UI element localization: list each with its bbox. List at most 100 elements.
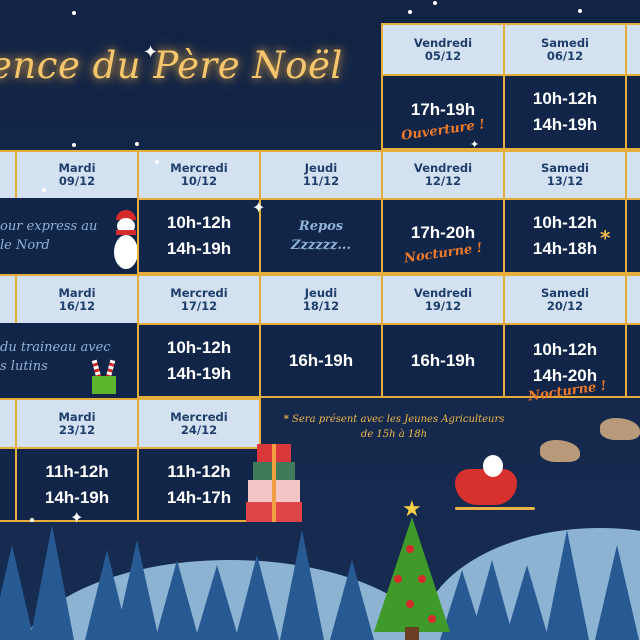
sparkle-icon: ✦ (470, 138, 480, 151)
hours-line: 14h-18h (532, 239, 598, 258)
sparkle-icon: ✦ (70, 508, 84, 527)
hours-cell-24-12: 11h-12h 14h-17h (137, 447, 261, 522)
day-header-samedi-20: Samedi 20/12 (503, 274, 627, 325)
hours-line: 16h-19h (288, 350, 354, 370)
hours-line: 17h-19h (410, 99, 476, 119)
day-date: 23/12 (58, 422, 96, 437)
elf-legs-icon (86, 359, 122, 396)
asterisk-marker-icon: * (283, 414, 289, 425)
day-name: Jeudi (304, 285, 338, 300)
event-text-line: our express au (0, 219, 98, 234)
hours-cell-10-12: 10h-12h 14h-19h (137, 198, 261, 274)
footnote-line-2: de 15h à 18h (360, 429, 428, 440)
snow-dot (30, 518, 34, 522)
snow-dot (72, 11, 76, 15)
sparkle-icon: ✦ (252, 198, 266, 217)
snow-dot (42, 188, 46, 192)
day-header-mercredi-10: Mercredi 10/12 (137, 150, 261, 200)
day-header-samedi-06: Samedi 06/12 (503, 23, 627, 76)
day-date: 16/12 (58, 298, 96, 313)
day-date: 11/12 (302, 174, 340, 188)
snow-dot (155, 160, 159, 164)
day-header-mardi-16: Mardi 16/12 (15, 274, 139, 325)
day-date: 10/12 (180, 174, 218, 188)
hours-cell-19-12: 16h-19h (381, 323, 505, 398)
day-header-partial (625, 23, 640, 76)
snow-dot (135, 142, 139, 146)
event-cell-11-12: Repos Zzzzzz... (259, 198, 383, 274)
hours-line: 10h-12h (166, 213, 232, 232)
hours-line: 14h-17h (166, 487, 232, 507)
day-header-mardi-23: Mardi 23/12 (15, 398, 139, 449)
forest-silhouette (0, 520, 640, 640)
day-header-mercredi-17: Mercredi 17/12 (137, 274, 261, 325)
hours-line: 16h-19h (410, 350, 476, 370)
day-header-partial (625, 274, 640, 325)
snow-dot (433, 1, 437, 5)
day-header-vendredi-12: Vendredi 12/12 (381, 150, 505, 200)
day-header-jeudi-18: Jeudi 18/12 (259, 274, 383, 325)
hours-cell-partial (625, 323, 640, 398)
hours-line: 11h-12h (167, 461, 231, 481)
day-header-mardi-09: Mardi 09/12 (15, 150, 139, 200)
event-text-line: Repos (298, 219, 344, 234)
day-date: 12/12 (424, 174, 462, 188)
snow-dot (578, 9, 582, 13)
hours-line: 14h-19h (44, 487, 110, 507)
hours-cell-18-12: 16h-19h (259, 323, 383, 398)
day-name: Vendredi (413, 35, 473, 50)
reindeer-icon (540, 440, 580, 462)
hours-line: 10h-12h (532, 213, 598, 232)
hours-line: 10h-12h (532, 339, 598, 359)
hours-cell-20-12: 10h-12h 14h-20h (503, 323, 627, 398)
tree-star-icon: ★ (402, 497, 422, 522)
day-name: Mercredi (170, 285, 228, 300)
hours-cell-13-12: 10h-12h 14h-18h (503, 198, 627, 274)
day-name: Samedi (541, 285, 589, 300)
asterisk-marker-icon: * (600, 226, 611, 250)
hours-line: 14h-20h (532, 365, 598, 385)
day-date: 17/12 (180, 298, 218, 313)
day-name: Vendredi (413, 285, 473, 300)
day-date: 06/12 (546, 48, 584, 63)
hours-line: 17h-20h (410, 222, 476, 242)
hours-line: 10h-12h (532, 89, 598, 108)
event-text-line: du traineau avec (0, 339, 111, 355)
day-header-vendredi-05: Vendredi 05/12 (381, 23, 505, 76)
event-text-line: le Nord (0, 238, 50, 253)
day-header-jeudi-11: Jeudi 11/12 (259, 150, 383, 200)
day-name: Mercredi (170, 161, 228, 175)
hours-line: 11h-12h (45, 461, 109, 481)
day-date: 20/12 (546, 298, 584, 313)
day-header-vendredi-19: Vendredi 19/12 (381, 274, 505, 325)
day-name: Jeudi (304, 161, 338, 175)
sparkle-icon: ✦ (143, 42, 159, 63)
footnote: * Sera présent avec les Jeunes Agriculte… (278, 412, 510, 442)
day-header-partial (625, 150, 640, 200)
hours-cell-05-12: 17h-19h Ouverture ! (381, 74, 505, 150)
snow-dot (408, 10, 412, 14)
day-date: 24/12 (180, 422, 218, 437)
hours-cell-partial (625, 198, 640, 274)
snowman-icon (113, 208, 139, 270)
day-date: 13/12 (546, 174, 584, 188)
hours-cell-23-12: 11h-12h 14h-19h (15, 447, 139, 522)
day-date: 19/12 (424, 298, 462, 313)
gift-stack-icon (245, 436, 305, 526)
day-name: Vendredi (413, 161, 473, 175)
christmas-tree: ★ (362, 497, 462, 640)
hours-cell-12-12: 17h-20h Nocturne ! (381, 198, 505, 274)
santa-sleigh-icon (455, 455, 540, 515)
day-name: Samedi (541, 161, 589, 175)
footnote-line-1: Sera présent avec les Jeunes Agriculteur… (292, 414, 505, 425)
day-date: 09/12 (58, 174, 96, 188)
hours-line: 10h-12h (166, 337, 232, 357)
day-header-mercredi-24: Mercredi 24/12 (137, 398, 261, 449)
day-name: Mardi (58, 161, 96, 175)
hours-line: 14h-19h (166, 363, 232, 383)
day-date: 05/12 (424, 48, 462, 63)
day-date: 18/12 (302, 298, 340, 313)
day-name: Mardi (58, 409, 96, 424)
day-name: Mercredi (170, 409, 228, 424)
event-text-line: Zzzzzz... (291, 238, 351, 253)
